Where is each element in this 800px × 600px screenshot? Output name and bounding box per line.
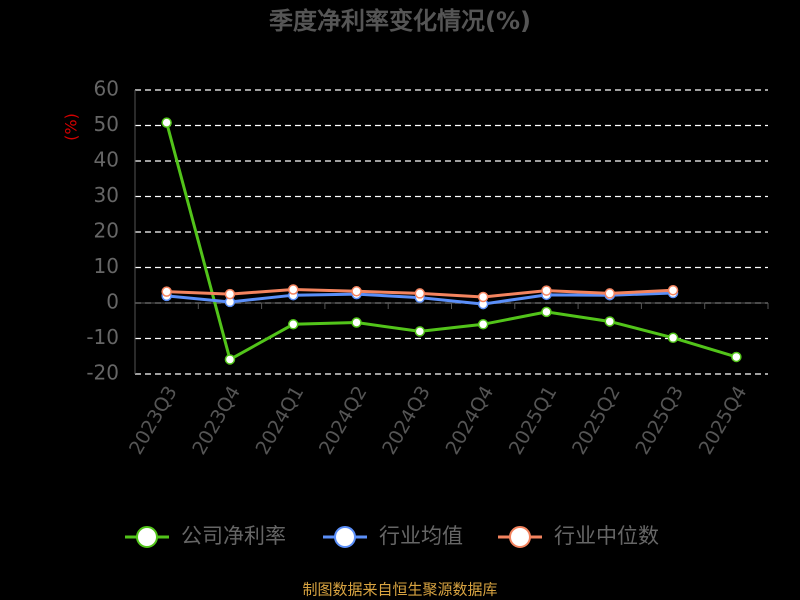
point [288, 319, 299, 330]
point [667, 332, 679, 344]
point [351, 286, 362, 297]
point [224, 354, 236, 365]
y-tick-label: 10 [94, 254, 119, 278]
point [224, 288, 236, 300]
source-note: 制图数据来自恒生聚源数据库 [302, 581, 497, 599]
point [477, 319, 489, 330]
y-tick-label: -20 [86, 361, 119, 385]
point [731, 351, 742, 363]
point [541, 306, 552, 318]
y-tick-label: 20 [94, 219, 119, 243]
point [161, 286, 172, 297]
legend-marker [334, 526, 356, 548]
legend-label: 行业均值 [379, 524, 463, 548]
point [161, 117, 172, 128]
point [414, 326, 426, 337]
point [604, 316, 615, 327]
legend-marker [509, 526, 531, 548]
point [414, 288, 426, 299]
y-tick-label: 30 [94, 183, 119, 207]
y-tick-label: 40 [94, 148, 119, 172]
point [667, 284, 679, 296]
y-tick-label: 60 [94, 77, 119, 101]
chart-title: 季度净利率变化情况(%) [269, 7, 531, 35]
point [541, 285, 552, 296]
y-tick-label: -10 [86, 325, 119, 349]
y-axis-label: (%) [62, 113, 81, 141]
point [477, 291, 489, 303]
legend-label: 公司净利率 [181, 524, 286, 548]
series-line [165, 122, 737, 362]
point [604, 288, 615, 299]
y-tick-label: 0 [106, 290, 119, 314]
legend-label: 行业中位数 [554, 524, 659, 548]
legend-marker [136, 526, 158, 548]
y-tick-label: 50 [94, 112, 119, 136]
point [288, 284, 299, 295]
point [351, 317, 362, 328]
